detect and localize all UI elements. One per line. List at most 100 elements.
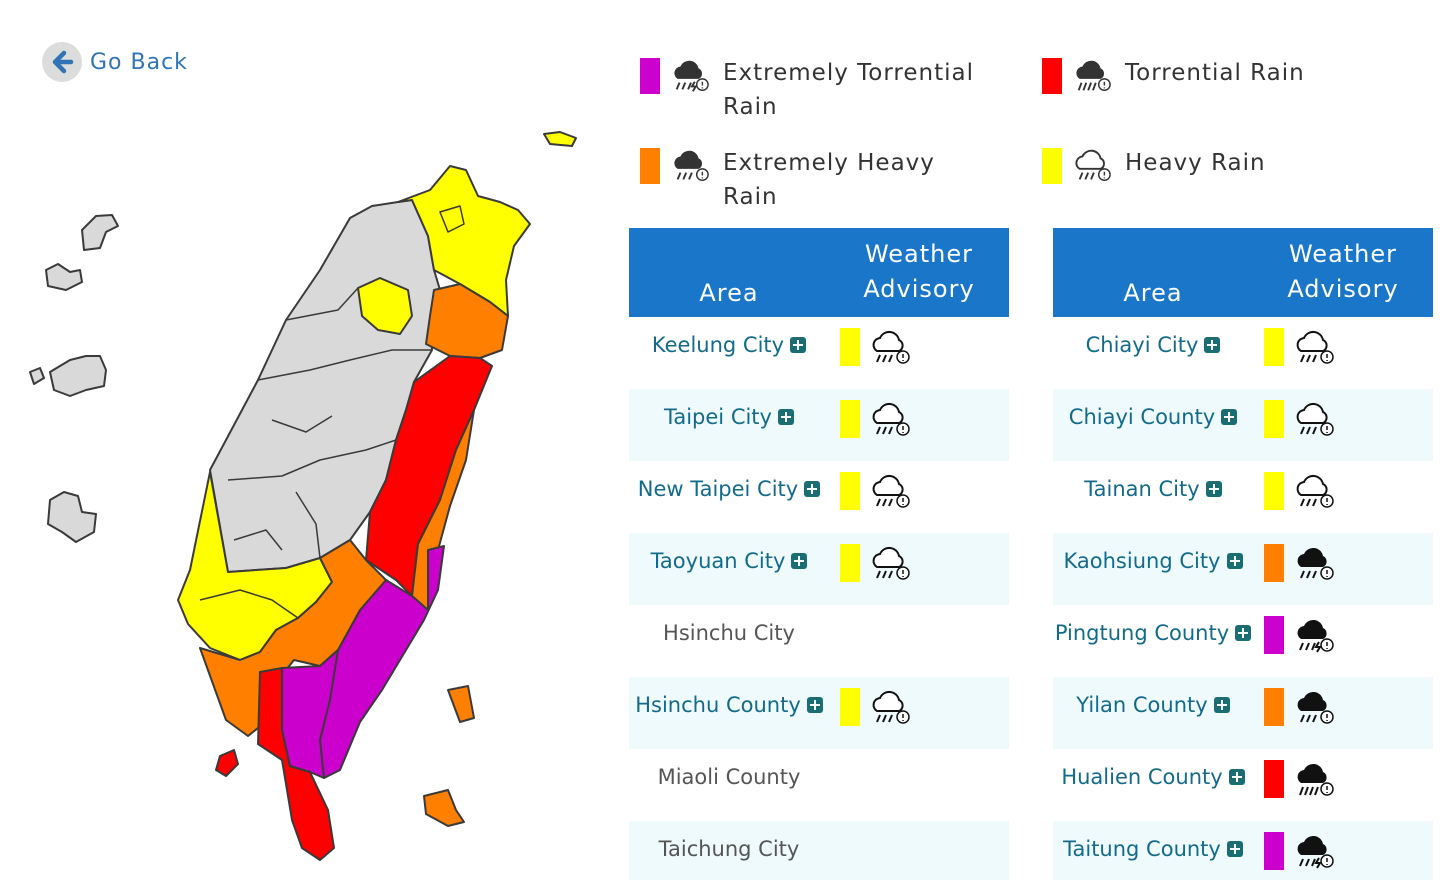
expand-plus-icon[interactable] [804,481,821,497]
area-label: Hsinchu County [635,693,801,717]
area-name[interactable]: Kaohsiung City [1053,533,1253,589]
table-row: Pingtung County [1053,605,1433,677]
heavy-rain-icon [869,687,911,729]
heavy-rain-icon [1293,471,1335,513]
advisory-swatch [1264,472,1284,510]
torrential-rain-icon [1293,759,1335,801]
expand-plus-icon[interactable] [1235,625,1252,641]
area-name[interactable]: Pingtung County [1053,605,1253,661]
area-label: Taoyuan City [650,549,786,573]
expand-plus-icon[interactable] [1221,409,1238,425]
table-body: Chiayi City Chiayi County Tainan City Kaohs… [1053,317,1433,880]
header-advisory-line1: Weather [864,240,974,268]
area-label: Chiayi City [1085,333,1199,357]
heavy-rain-icon [1293,327,1335,369]
advisory-table-right: Area Weather Advisory Chiayi City Chiayi … [1053,228,1433,880]
heavy-rain-icon [869,471,911,513]
extremely-torrential-rain-icon [1293,615,1335,657]
area-name[interactable]: Chiayi County [1053,389,1253,445]
advisory-swatch [1264,616,1284,654]
expand-plus-icon[interactable] [1226,841,1243,857]
header-advisory-line2: Advisory [1287,275,1399,303]
advisory-swatch [840,688,860,726]
area-label: Kaohsiung City [1063,549,1221,573]
legend-swatch [640,148,660,184]
heavy-rain-icon [869,327,911,369]
table-row: Chiayi City [1053,317,1433,389]
expand-plus-icon[interactable] [1226,553,1243,569]
area-label: Taipei City [664,405,772,429]
penghu-island [49,355,107,397]
heavy-rain-icon [869,399,911,441]
advisory-table-left: Area Weather Advisory Keelung City Taipei… [629,228,1009,880]
area-name[interactable]: Tainan City [1053,461,1253,517]
area-name[interactable]: Hsinchu County [629,677,829,733]
expand-plus-icon[interactable] [1204,337,1221,353]
area-label: Taichung City [658,837,800,861]
area-name[interactable]: Hualien County [1053,749,1253,805]
table-row: Taoyuan City [629,533,1009,605]
extremely-torrential-rain-icon [1293,831,1335,873]
area-name[interactable]: Taoyuan City [629,533,829,589]
advisory-swatch [1264,544,1284,582]
area-name[interactable]: Yilan County [1053,677,1253,733]
expand-plus-icon[interactable] [1205,481,1222,497]
taiwan-rain-map[interactable] [20,120,600,874]
advisory-swatch [840,328,860,366]
table-header: Area Weather Advisory [1053,228,1433,317]
area-name: Taichung City [629,821,829,877]
region-red-hualien [365,355,493,597]
legend-label: Extremely Heavy Rain [723,150,935,210]
region-orange-yilan [425,283,509,359]
green-island [447,685,475,723]
heavy-rain-icon [869,543,911,585]
expand-plus-icon[interactable] [1213,697,1230,713]
advisory-swatch [840,400,860,438]
torrential-rain-icon [1072,56,1112,96]
area-name[interactable]: Taipei City [629,389,829,445]
legend-label: Torrential Rain [1125,60,1305,86]
go-back-label: Go Back [90,49,188,75]
rain-legend: Extremely Torrential Rain Torrential Rai… [640,56,1440,210]
area-name[interactable]: Taitung County [1053,821,1253,877]
table-row: Hsinchu County [629,677,1009,749]
table-row: Miaoli County [629,749,1009,821]
expand-plus-icon[interactable] [806,697,823,713]
penghu-island [81,214,119,251]
area-label: Hualien County [1061,765,1223,789]
advisory-swatch [840,472,860,510]
legend-extremely-torrential: Extremely Torrential Rain [640,56,983,124]
table-row: Hsinchu City [629,605,1009,677]
area-name: Hsinchu City [629,605,829,661]
header-advisory-line2: Advisory [863,275,975,303]
area-name[interactable]: Keelung City [629,317,829,373]
header-advisory-line1: Weather [1288,240,1398,268]
expand-plus-icon[interactable] [791,553,808,569]
table-body: Keelung City Taipei City New Taipei City Ta… [629,317,1009,880]
table-row: Hualien County [1053,749,1433,821]
area-label: Miaoli County [657,765,801,789]
legend-label: Extremely Torrential Rain [723,60,974,120]
header-advisory: Weather Advisory [829,237,1009,307]
table-row: Tainan City [1053,461,1433,533]
area-name[interactable]: Chiayi City [1053,317,1253,373]
extremely-heavy-rain-icon [1293,687,1335,729]
table-row: Kaohsiung City [1053,533,1433,605]
table-row: Taitung County [1053,821,1433,880]
area-name: Miaoli County [629,749,829,805]
area-label: New Taipei City [637,477,799,501]
arrow-left-icon [42,42,82,82]
expand-plus-icon[interactable] [1228,769,1245,785]
expand-plus-icon[interactable] [790,337,807,353]
table-row: Taichung City [629,821,1009,880]
advisory-swatch [840,544,860,582]
header-advisory: Weather Advisory [1253,237,1433,307]
table-row: Chiayi County [1053,389,1433,461]
area-name[interactable]: New Taipei City [629,461,829,517]
penghu-island [45,263,83,291]
expand-plus-icon[interactable] [777,409,794,425]
area-label: Tainan City [1084,477,1200,501]
area-label: Pingtung County [1054,621,1230,645]
go-back-button[interactable]: Go Back [42,42,188,82]
area-label: Chiayi County [1068,405,1216,429]
